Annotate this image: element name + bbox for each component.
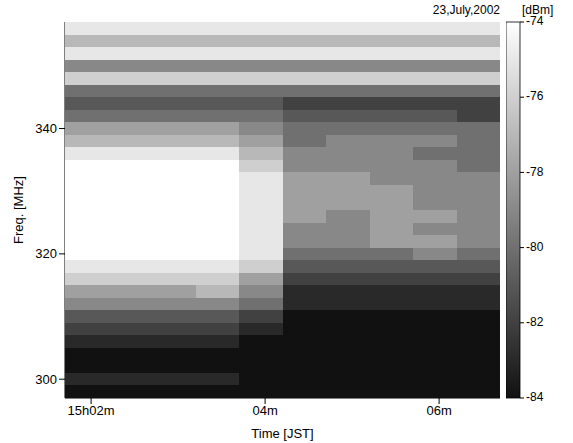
svg-text:15h02m: 15h02m [68,403,115,418]
svg-text:300: 300 [35,372,57,387]
svg-text:[dBm]: [dBm] [522,3,553,17]
svg-text:-80: -80 [526,240,544,254]
svg-text:04m: 04m [252,403,277,418]
svg-text:-74: -74 [526,14,544,29]
html-text:23,July,2002: 23,July,2002 [432,3,500,17]
svg-text:-82: -82 [526,315,544,329]
svg-text:320: 320 [35,246,57,261]
svg-text:06m: 06m [426,403,451,418]
svg-text:-78: -78 [526,165,544,179]
svg-text:Freq. [MHz]: Freq. [MHz] [11,176,26,244]
svg-text:Time [JST]: Time [JST] [251,426,313,441]
svg-text:-84: -84 [526,390,544,404]
svg-text:340: 340 [35,121,57,136]
svg-text:-76: -76 [526,89,544,103]
